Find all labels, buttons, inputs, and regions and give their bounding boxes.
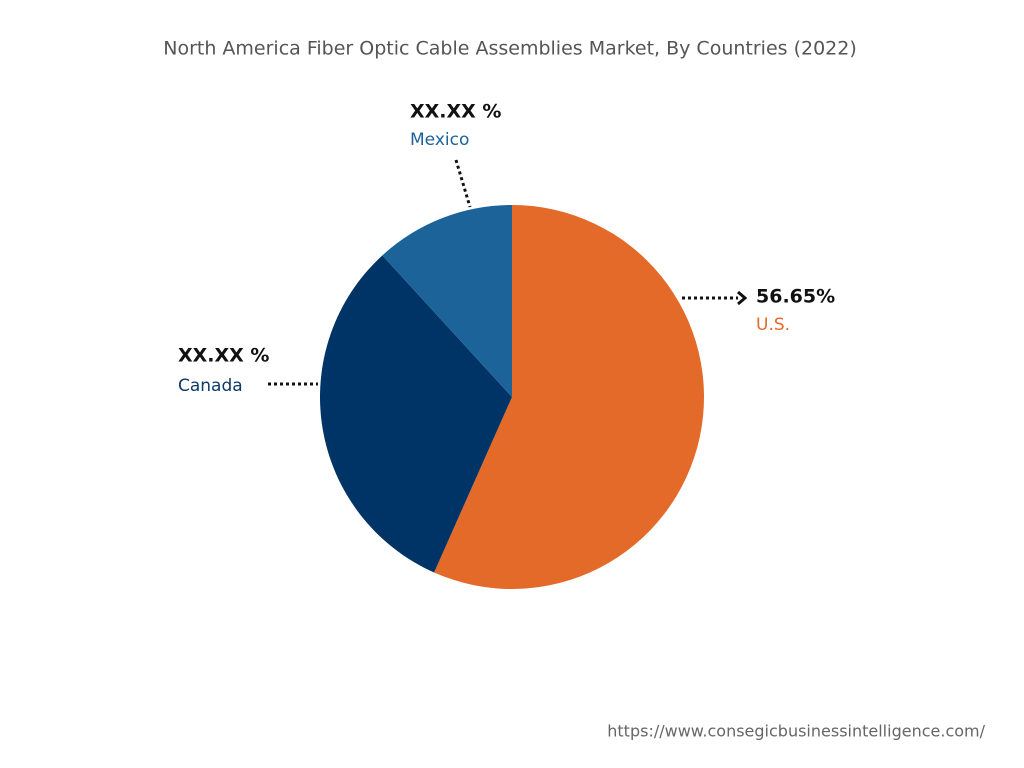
chart-title: North America Fiber Optic Cable Assembli… xyxy=(163,38,857,60)
data-label: XX.XX % xyxy=(178,345,269,367)
source-url: https://www.consegicbusinessintelligence… xyxy=(607,722,985,741)
leader-line xyxy=(454,159,472,208)
category-label: U.S. xyxy=(756,315,790,335)
data-label: XX.XX % xyxy=(410,101,501,123)
pie-slice xyxy=(434,205,705,589)
pie-slice xyxy=(382,205,512,397)
category-label: Canada xyxy=(178,376,243,396)
leader-arrow xyxy=(737,290,748,306)
category-label: Mexico xyxy=(410,130,469,150)
pie-slice xyxy=(319,255,512,573)
data-label: 56.65% xyxy=(756,286,835,308)
